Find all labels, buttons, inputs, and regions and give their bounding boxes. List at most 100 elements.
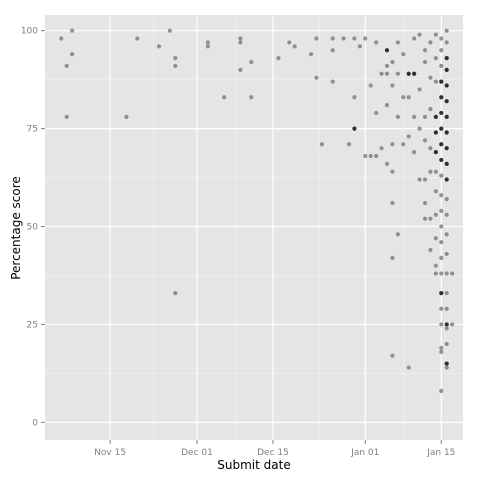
data-point	[390, 353, 395, 358]
data-point	[346, 142, 352, 147]
data-point	[390, 255, 395, 260]
data-point	[173, 55, 178, 61]
data-point	[428, 216, 433, 221]
data-point	[444, 99, 449, 104]
data-point	[368, 153, 373, 159]
y-tick-label: 0	[32, 418, 38, 428]
data-point	[428, 106, 433, 112]
data-point	[64, 63, 69, 69]
data-point	[444, 341, 449, 347]
data-point	[444, 28, 449, 33]
data-point	[368, 83, 373, 88]
x-tick-label: Nov 15	[94, 448, 126, 458]
data-point	[319, 142, 324, 147]
data-point	[444, 161, 449, 166]
data-point	[384, 71, 390, 76]
data-point	[439, 271, 444, 276]
data-point	[428, 75, 433, 80]
data-point	[167, 28, 172, 33]
data-point	[412, 36, 417, 41]
data-point	[205, 40, 210, 45]
data-point	[439, 345, 444, 351]
data-point	[444, 197, 449, 202]
data-point	[444, 55, 449, 61]
data-point	[374, 110, 379, 116]
data-point	[352, 126, 357, 131]
data-point	[384, 63, 390, 69]
y-tick-label: 75	[27, 125, 38, 135]
minor-gridlines	[45, 15, 463, 440]
data-point	[444, 177, 449, 182]
data-point	[384, 102, 390, 108]
data-point	[433, 271, 438, 276]
data-point	[428, 247, 433, 253]
data-point	[64, 114, 69, 119]
x-tick-label: Jan 15	[426, 448, 455, 458]
data-point	[412, 149, 417, 155]
y-axis-title: Percentage score	[9, 176, 23, 280]
data-point	[422, 138, 428, 143]
data-point	[417, 32, 422, 37]
data-point	[433, 32, 438, 37]
data-point	[433, 236, 438, 241]
data-point	[374, 153, 379, 159]
data-point	[439, 48, 444, 53]
data-point	[439, 142, 444, 147]
data-point	[444, 306, 449, 311]
data-point	[135, 36, 140, 41]
data-point	[444, 146, 449, 151]
data-point	[173, 63, 178, 69]
data-point	[390, 142, 395, 147]
data-point	[384, 48, 390, 53]
data-point	[379, 146, 384, 151]
data-point	[433, 189, 438, 194]
data-point	[401, 142, 406, 147]
data-point	[292, 44, 297, 49]
data-point	[374, 40, 379, 45]
data-point	[439, 224, 444, 229]
data-point	[444, 326, 449, 331]
x-tick-label: Dec 01	[181, 448, 213, 458]
data-point	[422, 177, 428, 182]
data-point	[439, 95, 444, 100]
data-point	[222, 95, 227, 100]
data-point	[444, 361, 449, 366]
data-point	[379, 71, 384, 76]
data-point	[450, 271, 455, 276]
data-point	[433, 263, 438, 268]
data-point	[330, 48, 335, 53]
data-point	[439, 349, 444, 354]
data-point	[444, 271, 449, 276]
data-point	[439, 322, 444, 327]
data-point	[433, 114, 438, 119]
data-point	[444, 251, 449, 257]
data-point	[124, 114, 129, 119]
data-point	[156, 44, 162, 49]
data-point	[341, 36, 346, 41]
data-point	[439, 291, 444, 296]
data-point	[439, 36, 444, 41]
data-point	[428, 169, 433, 174]
data-point	[70, 52, 75, 57]
data-point	[390, 59, 395, 65]
data-point	[249, 59, 254, 65]
data-point	[395, 232, 400, 237]
data-point	[439, 63, 444, 69]
data-point	[439, 208, 444, 213]
data-point	[422, 200, 428, 206]
data-point	[363, 153, 368, 159]
data-point	[330, 36, 335, 41]
data-point	[444, 322, 449, 327]
data-point	[390, 200, 395, 206]
x-tick-label: Dec 15	[257, 448, 289, 458]
data-point	[417, 126, 422, 131]
data-point	[439, 79, 444, 84]
data-point	[433, 212, 438, 217]
data-points	[59, 28, 455, 394]
y-tick-label: 100	[21, 27, 38, 37]
data-point	[422, 114, 428, 119]
data-point	[238, 40, 243, 45]
data-point	[238, 36, 243, 41]
data-point	[417, 87, 422, 92]
